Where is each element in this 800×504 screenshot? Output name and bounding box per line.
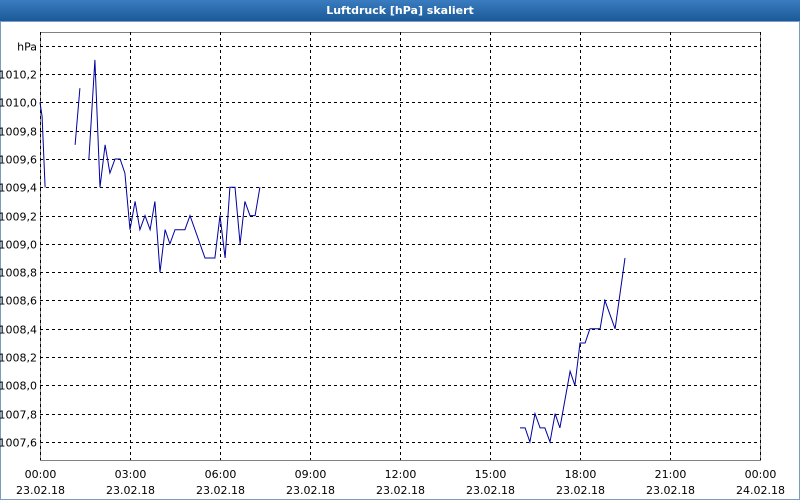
y-tick-label: 1008,0	[0, 380, 37, 393]
x-tick-date: 23.02.18	[646, 484, 695, 497]
y-tick-label: 1009,8	[0, 126, 37, 139]
x-tick-label: 00:00	[25, 468, 57, 481]
data-line	[39, 59, 626, 444]
y-tick-label: 1010,0	[0, 97, 37, 110]
x-tick-date: 23.02.18	[286, 484, 335, 497]
y-tick-label: 1007,8	[0, 409, 37, 422]
x-tick-label: 03:00	[115, 468, 147, 481]
y-tick-label: hPa	[17, 41, 37, 54]
x-tick-date: 23.02.18	[196, 484, 245, 497]
y-tick-label: 1007,6	[0, 437, 37, 450]
title-bar	[0, 0, 800, 21]
x-tick-date: 23.02.18	[376, 484, 425, 497]
chart-title: Luftdruck [hPa] skaliert	[326, 4, 474, 17]
x-tick-date: 23.02.18	[556, 484, 605, 497]
x-tick-date: 24.02.18	[736, 484, 785, 497]
x-tick-label: 09:00	[295, 468, 327, 481]
y-tick-label: 1009,6	[0, 154, 37, 167]
y-tick-label: 1008,8	[0, 267, 37, 280]
x-tick-label: 00:00	[745, 468, 777, 481]
y-tick-label: 1009,2	[0, 211, 37, 224]
y-tick-label: 1008,2	[0, 352, 37, 365]
plot-area	[40, 32, 761, 461]
x-tick-label: 18:00	[565, 468, 597, 481]
x-tick-date: 23.02.18	[106, 484, 155, 497]
x-tick-label: 06:00	[205, 468, 237, 481]
x-tick-label: 15:00	[475, 468, 507, 481]
y-tick-label: 1010,2	[0, 69, 37, 82]
y-tick-label: 1008,6	[0, 295, 37, 308]
x-tick-label: 21:00	[655, 468, 687, 481]
y-tick-label: 1009,0	[0, 239, 37, 252]
y-tick-label: 1008,4	[0, 324, 37, 337]
x-tick-label: 12:00	[385, 468, 417, 481]
x-tick-date: 23.02.18	[466, 484, 515, 497]
x-tick-date: 23.02.18	[16, 484, 65, 497]
y-tick-label: 1009,4	[0, 182, 37, 195]
